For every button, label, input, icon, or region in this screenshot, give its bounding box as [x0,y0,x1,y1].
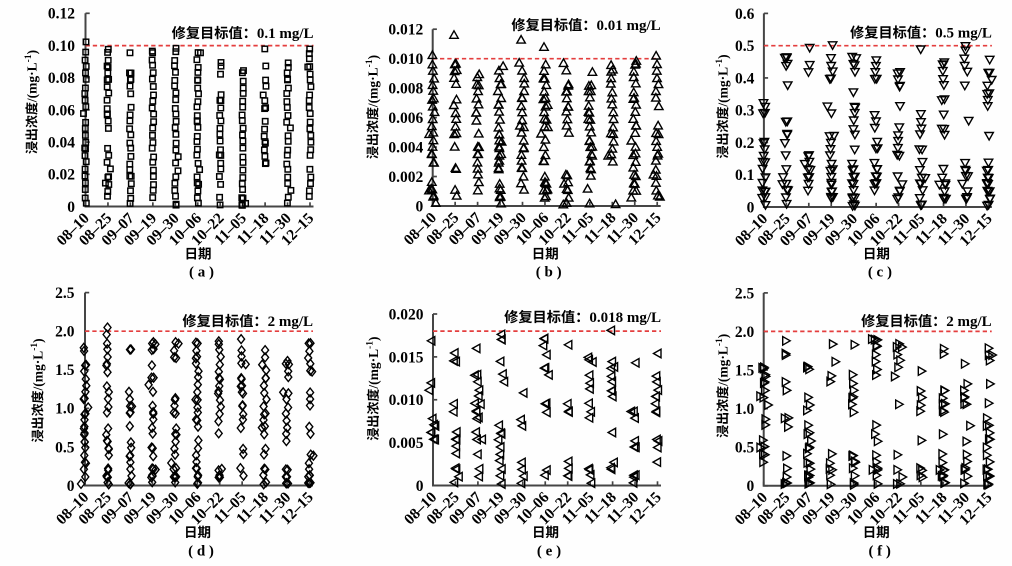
svg-text:0.5: 0.5 [735,38,755,55]
svg-text:0.3: 0.3 [735,103,755,120]
svg-text:1.5: 1.5 [735,362,755,379]
svg-text:2 mg/L: 2 mg/L [946,314,991,330]
svg-text:0.020: 0.020 [389,306,424,323]
svg-text:0.5: 0.5 [735,440,755,457]
svg-text:/(mg·L-1): /(mg·L-1) [715,54,730,107]
svg-text:0.004: 0.004 [388,139,423,156]
svg-text:0.010: 0.010 [388,51,423,68]
svg-text:( e ): ( e ) [537,544,561,560]
svg-text:0.010: 0.010 [389,392,424,409]
svg-text:0.08: 0.08 [48,70,75,87]
svg-text:/(mg·L-1): /(mg·L-1) [365,55,380,108]
svg-text:0.002: 0.002 [388,169,423,186]
svg-text:0.12: 0.12 [48,6,75,23]
svg-text:( b ): ( b ) [536,265,562,281]
svg-text:1.5: 1.5 [55,362,75,379]
svg-text:( d ): ( d ) [188,544,214,560]
svg-text:2.0: 2.0 [55,324,75,341]
svg-text:0.02: 0.02 [48,167,75,184]
svg-text:0.005: 0.005 [389,435,424,452]
svg-text:0.012: 0.012 [388,22,423,39]
svg-text:0.018 mg/L: 0.018 mg/L [589,310,661,326]
svg-text:2.0: 2.0 [735,324,755,341]
svg-text:2 mg/L: 2 mg/L [268,314,313,330]
svg-text:0: 0 [415,198,423,215]
svg-text:0: 0 [67,478,75,495]
svg-text:1.0: 1.0 [55,401,75,418]
svg-text:0.5: 0.5 [55,439,75,456]
svg-text:2.5: 2.5 [55,285,75,302]
svg-text:( a ): ( a ) [189,265,214,281]
svg-text:( f ): ( f ) [868,544,891,560]
svg-text:0: 0 [416,478,424,495]
svg-text:0: 0 [746,478,754,495]
svg-text:0.1 mg/L: 0.1 mg/L [257,26,314,42]
svg-text:0.6: 0.6 [735,6,755,23]
svg-text:0.5 mg/L: 0.5 mg/L [935,26,992,42]
svg-text:/(mg·L-1): /(mg·L-1) [715,334,730,387]
svg-text:( c ): ( c ) [868,265,892,281]
svg-text:0.01 mg/L: 0.01 mg/L [597,18,661,34]
svg-text:2.5: 2.5 [735,285,755,302]
svg-text:0.2: 0.2 [735,135,755,152]
svg-text:/(mg·L-1): /(mg·L-1) [30,338,45,391]
svg-text:0.4: 0.4 [735,70,755,87]
svg-text:0.008: 0.008 [388,81,423,98]
svg-text:0.006: 0.006 [388,110,423,127]
svg-text:0.10: 0.10 [48,38,75,55]
svg-text:0.1: 0.1 [735,167,754,184]
svg-text:0.015: 0.015 [389,349,424,366]
svg-text:0.04: 0.04 [48,135,75,152]
svg-text:/(mg·L-1): /(mg·L-1) [24,50,39,103]
svg-text:/(mg·L-1): /(mg·L-1) [366,337,381,390]
svg-text:0: 0 [67,199,75,216]
svg-text:0.06: 0.06 [48,102,75,119]
svg-text:1.0: 1.0 [735,401,755,418]
svg-text:0: 0 [747,199,755,216]
